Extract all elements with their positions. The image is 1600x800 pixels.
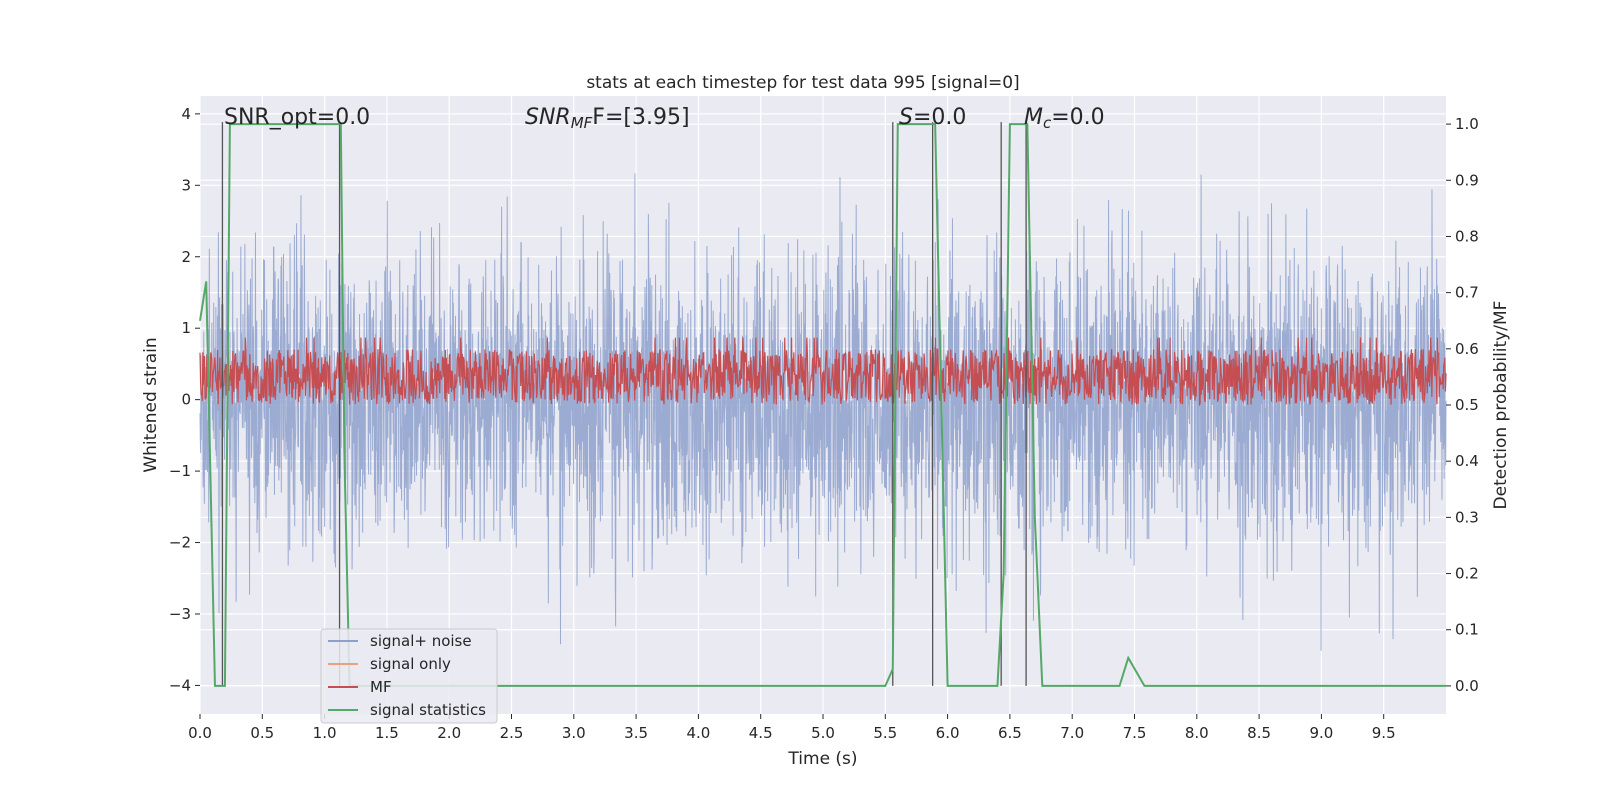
x-tick-label: 3.0 — [562, 724, 586, 742]
y-left-tick-label: 0 — [181, 391, 191, 409]
y-left-tick-label: −4 — [169, 676, 191, 694]
series-signal-noise — [199, 173, 1447, 651]
x-tick-label: 2.5 — [500, 724, 524, 742]
x-tick-label: 1.0 — [313, 724, 337, 742]
y-left-tick-label: 1 — [181, 319, 191, 337]
legend-label-signal-noise: signal+ noise — [370, 632, 472, 650]
series-line-mf — [199, 337, 1447, 407]
y-axis-left-label: Whitened strain — [141, 337, 161, 472]
y-right-tick-label: 0.1 — [1455, 621, 1479, 639]
x-tick-label: 2.0 — [437, 724, 461, 742]
x-tick-label: 5.5 — [873, 724, 897, 742]
y-left-tick-label: −1 — [169, 462, 191, 480]
x-tick-label: 4.0 — [686, 724, 710, 742]
y-right-tick-label: 0.9 — [1455, 171, 1479, 189]
legend-label-signal-statistics: signal statistics — [370, 701, 486, 719]
y-left-tick-label: −3 — [169, 605, 191, 623]
x-tick-label: 1.5 — [375, 724, 399, 742]
legend-label-mf: MF — [370, 678, 392, 696]
y-right-tick-label: 0.2 — [1455, 565, 1479, 583]
x-tick-label: 7.5 — [1123, 724, 1147, 742]
y-right-tick-label: 0.3 — [1455, 508, 1479, 526]
series-mf — [199, 337, 1447, 407]
y-axis-right-label: Detection probability/MF — [1491, 301, 1511, 510]
series-line-signal-statistics — [199, 123, 1446, 687]
series-line-signal-noise — [199, 173, 1447, 651]
y-right-tick-label: 0.5 — [1455, 396, 1479, 414]
x-tick-label: 9.0 — [1309, 724, 1333, 742]
y-right-tick-label: 1.0 — [1455, 115, 1479, 133]
y-right-tick-label: 0.0 — [1455, 677, 1479, 695]
y-left-tick-label: −2 — [169, 534, 191, 552]
y-right-tick-label: 0.7 — [1455, 284, 1479, 302]
x-tick-label: 0.5 — [250, 724, 274, 742]
y-axis-left-ticks: 4 3 2 1 0 −1 −2 −3 −4 — [169, 105, 200, 694]
y-right-tick-label: 0.4 — [1455, 452, 1479, 470]
annotation-snr-opt: SNR_opt=0.0 — [224, 105, 370, 130]
x-tick-label: 0.0 — [188, 724, 212, 742]
y-left-tick-label: 2 — [181, 248, 191, 266]
chart-title: stats at each timestep for test data 995… — [586, 73, 1019, 93]
annotation-s: S=0.0 — [899, 105, 966, 130]
y-right-tick-label: 0.8 — [1455, 227, 1479, 245]
annotation-mc: Mc=0.0 — [1024, 105, 1105, 132]
x-axis-label: Time (s) — [787, 749, 857, 769]
legend-label-signal-only: signal only — [370, 655, 451, 673]
x-tick-label: 8.5 — [1247, 724, 1271, 742]
x-tick-label: 5.0 — [811, 724, 835, 742]
series-signal-statistics — [199, 123, 1446, 687]
y-left-tick-label: 4 — [181, 105, 191, 123]
x-tick-label: 6.0 — [936, 724, 960, 742]
x-tick-label: 9.5 — [1372, 724, 1396, 742]
annotation-snr-mf: SNRMFF=[3.95] — [525, 105, 690, 132]
x-tick-label: 6.5 — [998, 724, 1022, 742]
y-left-tick-label: 3 — [181, 176, 191, 194]
x-tick-label: 4.5 — [749, 724, 773, 742]
x-tick-label: 7.0 — [1060, 724, 1084, 742]
x-tick-label: 3.5 — [624, 724, 648, 742]
legend: signal+ noise signal only MF signal stat… — [320, 628, 498, 724]
y-right-tick-label: 0.6 — [1455, 340, 1479, 358]
legend-box — [320, 628, 498, 724]
x-tick-label: 8.0 — [1185, 724, 1209, 742]
x-axis-ticks: 0.0 0.5 1.0 1.5 2.0 2.5 3.0 3.5 4.0 4.5 5.0 5.5 6.0 6… — [188, 714, 1396, 742]
y-axis-right-ticks: 1.0 0.9 0.8 0.7 0.6 0.5 0.4 0.3 0.2 0.1 0.0 — [1446, 115, 1479, 695]
